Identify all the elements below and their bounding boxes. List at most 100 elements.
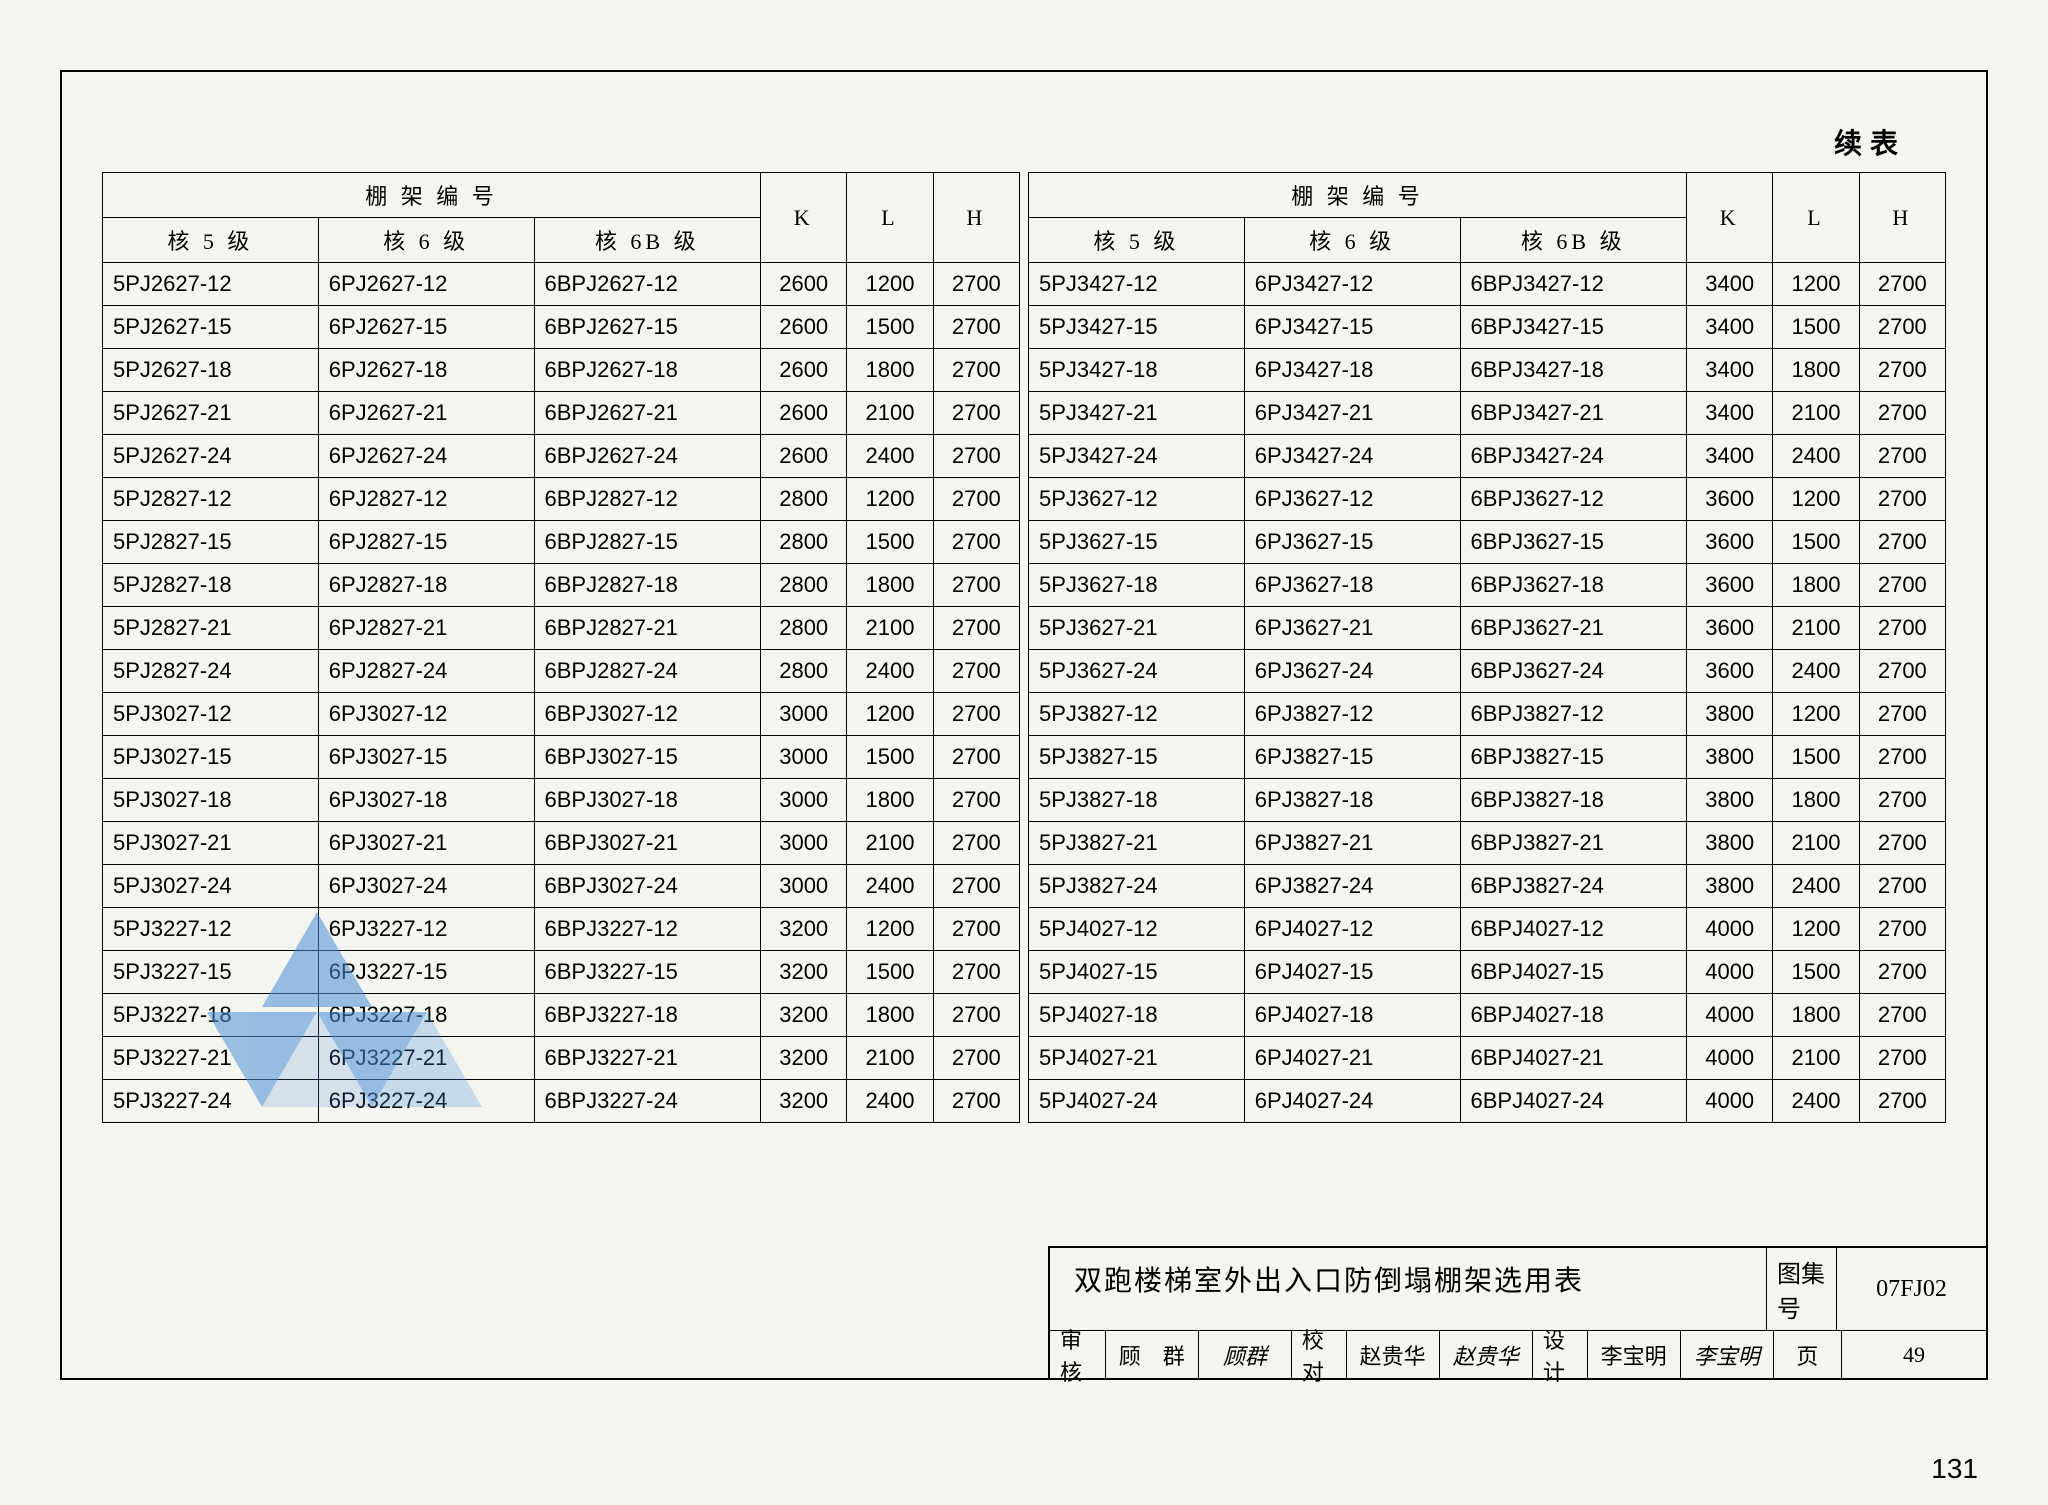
num-cell: 1200 — [847, 693, 933, 736]
num-cell: 3000 — [761, 822, 847, 865]
code-cell: 6PJ3427-21 — [1244, 392, 1460, 435]
num-cell: 1800 — [847, 349, 933, 392]
col-6: 核 6 级 — [1244, 218, 1460, 263]
atlas-value: 07FJ02 — [1836, 1248, 1986, 1330]
col-k: K — [1687, 173, 1773, 263]
col-6: 核 6 级 — [318, 218, 534, 263]
code-cell: 5PJ3427-21 — [1029, 392, 1245, 435]
num-cell: 1800 — [1773, 564, 1859, 607]
num-cell: 2100 — [847, 607, 933, 650]
num-cell: 2700 — [1859, 779, 1945, 822]
code-cell: 6PJ2627-24 — [318, 435, 534, 478]
num-cell: 2400 — [847, 865, 933, 908]
continued-label: 续表 — [1834, 122, 1906, 162]
code-cell: 6BPJ2627-18 — [534, 349, 761, 392]
num-cell: 3200 — [761, 951, 847, 994]
num-cell: 2700 — [933, 951, 1019, 994]
code-cell: 6BPJ3427-21 — [1460, 392, 1687, 435]
code-cell: 5PJ3427-12 — [1029, 263, 1245, 306]
num-cell: 2700 — [933, 607, 1019, 650]
num-cell: 2600 — [761, 392, 847, 435]
right-table: 棚 架 编 号 K L H 核 5 级 核 6 级 核 6B 级 5PJ3427… — [1028, 172, 1946, 1123]
code-cell: 6BPJ3827-12 — [1460, 693, 1687, 736]
num-cell: 2700 — [1859, 693, 1945, 736]
code-cell: 6BPJ3027-24 — [534, 865, 761, 908]
right-table-head: 棚 架 编 号 K L H 核 5 级 核 6 级 核 6B 级 — [1029, 173, 1946, 263]
code-cell: 5PJ3227-21 — [103, 1037, 319, 1080]
code-cell: 6BPJ4027-21 — [1460, 1037, 1687, 1080]
review-label: 审核 — [1050, 1330, 1105, 1378]
code-cell: 6PJ3427-12 — [1244, 263, 1460, 306]
table-row: 5PJ4027-246PJ4027-246BPJ4027-24400024002… — [1029, 1080, 1946, 1123]
code-cell: 6PJ3427-15 — [1244, 306, 1460, 349]
num-cell: 1200 — [1773, 908, 1859, 951]
col-5: 核 5 级 — [103, 218, 319, 263]
drawing-title: 双跑楼梯室外出入口防倒塌棚架选用表 — [1050, 1248, 1766, 1310]
code-cell: 6BPJ3227-24 — [534, 1080, 761, 1123]
code-cell: 6BPJ2827-15 — [534, 521, 761, 564]
num-cell: 1500 — [1773, 951, 1859, 994]
code-cell: 5PJ3027-15 — [103, 736, 319, 779]
num-cell: 3000 — [761, 779, 847, 822]
num-cell: 2600 — [761, 435, 847, 478]
num-cell: 2700 — [933, 779, 1019, 822]
num-cell: 2100 — [847, 822, 933, 865]
left-table: 棚 架 编 号 K L H 核 5 级 核 6 级 核 6B 级 5PJ2627… — [102, 172, 1020, 1123]
code-cell: 5PJ3827-12 — [1029, 693, 1245, 736]
num-cell: 2700 — [1859, 564, 1945, 607]
num-cell: 3400 — [1687, 435, 1773, 478]
code-cell: 6BPJ3427-24 — [1460, 435, 1687, 478]
code-cell: 5PJ3827-15 — [1029, 736, 1245, 779]
code-cell: 6BPJ3427-15 — [1460, 306, 1687, 349]
table-row: 5PJ3827-156PJ3827-156BPJ3827-15380015002… — [1029, 736, 1946, 779]
code-cell: 6PJ2627-15 — [318, 306, 534, 349]
code-cell: 6PJ3827-12 — [1244, 693, 1460, 736]
code-cell: 5PJ4027-18 — [1029, 994, 1245, 1037]
num-cell: 3400 — [1687, 349, 1773, 392]
code-cell: 6BPJ2627-12 — [534, 263, 761, 306]
num-cell: 2700 — [1859, 607, 1945, 650]
code-cell: 6BPJ2827-12 — [534, 478, 761, 521]
code-cell: 5PJ2627-12 — [103, 263, 319, 306]
code-cell: 6PJ3827-24 — [1244, 865, 1460, 908]
num-cell: 2700 — [933, 650, 1019, 693]
table-row: 5PJ3627-156PJ3627-156BPJ3627-15360015002… — [1029, 521, 1946, 564]
table-row: 5PJ3027-126PJ3027-126BPJ3027-12300012002… — [103, 693, 1020, 736]
col-l: L — [1773, 173, 1859, 263]
num-cell: 2700 — [933, 693, 1019, 736]
table-row: 5PJ2627-246PJ2627-246BPJ2627-24260024002… — [103, 435, 1020, 478]
code-cell: 5PJ3027-12 — [103, 693, 319, 736]
num-cell: 2700 — [933, 908, 1019, 951]
code-cell: 6PJ3627-18 — [1244, 564, 1460, 607]
code-cell: 6BPJ3427-12 — [1460, 263, 1687, 306]
num-cell: 4000 — [1687, 1080, 1773, 1123]
num-cell: 2100 — [847, 392, 933, 435]
code-cell: 5PJ2627-18 — [103, 349, 319, 392]
code-cell: 6BPJ3627-24 — [1460, 650, 1687, 693]
code-cell: 6BPJ3827-15 — [1460, 736, 1687, 779]
code-cell: 6BPJ2627-15 — [534, 306, 761, 349]
num-cell: 3600 — [1687, 521, 1773, 564]
num-cell: 2700 — [1859, 865, 1945, 908]
num-cell: 1500 — [847, 306, 933, 349]
design-sign: 李宝明 — [1680, 1330, 1773, 1378]
code-cell: 5PJ2627-21 — [103, 392, 319, 435]
col-h: H — [933, 173, 1019, 263]
table-row: 5PJ2827-126PJ2827-126BPJ2827-12280012002… — [103, 478, 1020, 521]
code-cell: 5PJ3427-15 — [1029, 306, 1245, 349]
check-label: 校对 — [1291, 1330, 1346, 1378]
table-row: 5PJ3427-216PJ3427-216BPJ3427-21340021002… — [1029, 392, 1946, 435]
code-cell: 5PJ3627-15 — [1029, 521, 1245, 564]
code-cell: 6PJ3627-24 — [1244, 650, 1460, 693]
col-k: K — [761, 173, 847, 263]
table-row: 5PJ3227-126PJ3227-126BPJ3227-12320012002… — [103, 908, 1020, 951]
num-cell: 3800 — [1687, 865, 1773, 908]
table-row: 5PJ3027-156PJ3027-156BPJ3027-15300015002… — [103, 736, 1020, 779]
num-cell: 2700 — [1859, 908, 1945, 951]
num-cell: 2800 — [761, 521, 847, 564]
code-cell: 5PJ3027-24 — [103, 865, 319, 908]
table-row: 5PJ3827-246PJ3827-246BPJ3827-24380024002… — [1029, 865, 1946, 908]
group-header: 棚 架 编 号 — [1029, 173, 1687, 218]
code-cell: 6PJ3427-18 — [1244, 349, 1460, 392]
code-cell: 5PJ4027-21 — [1029, 1037, 1245, 1080]
